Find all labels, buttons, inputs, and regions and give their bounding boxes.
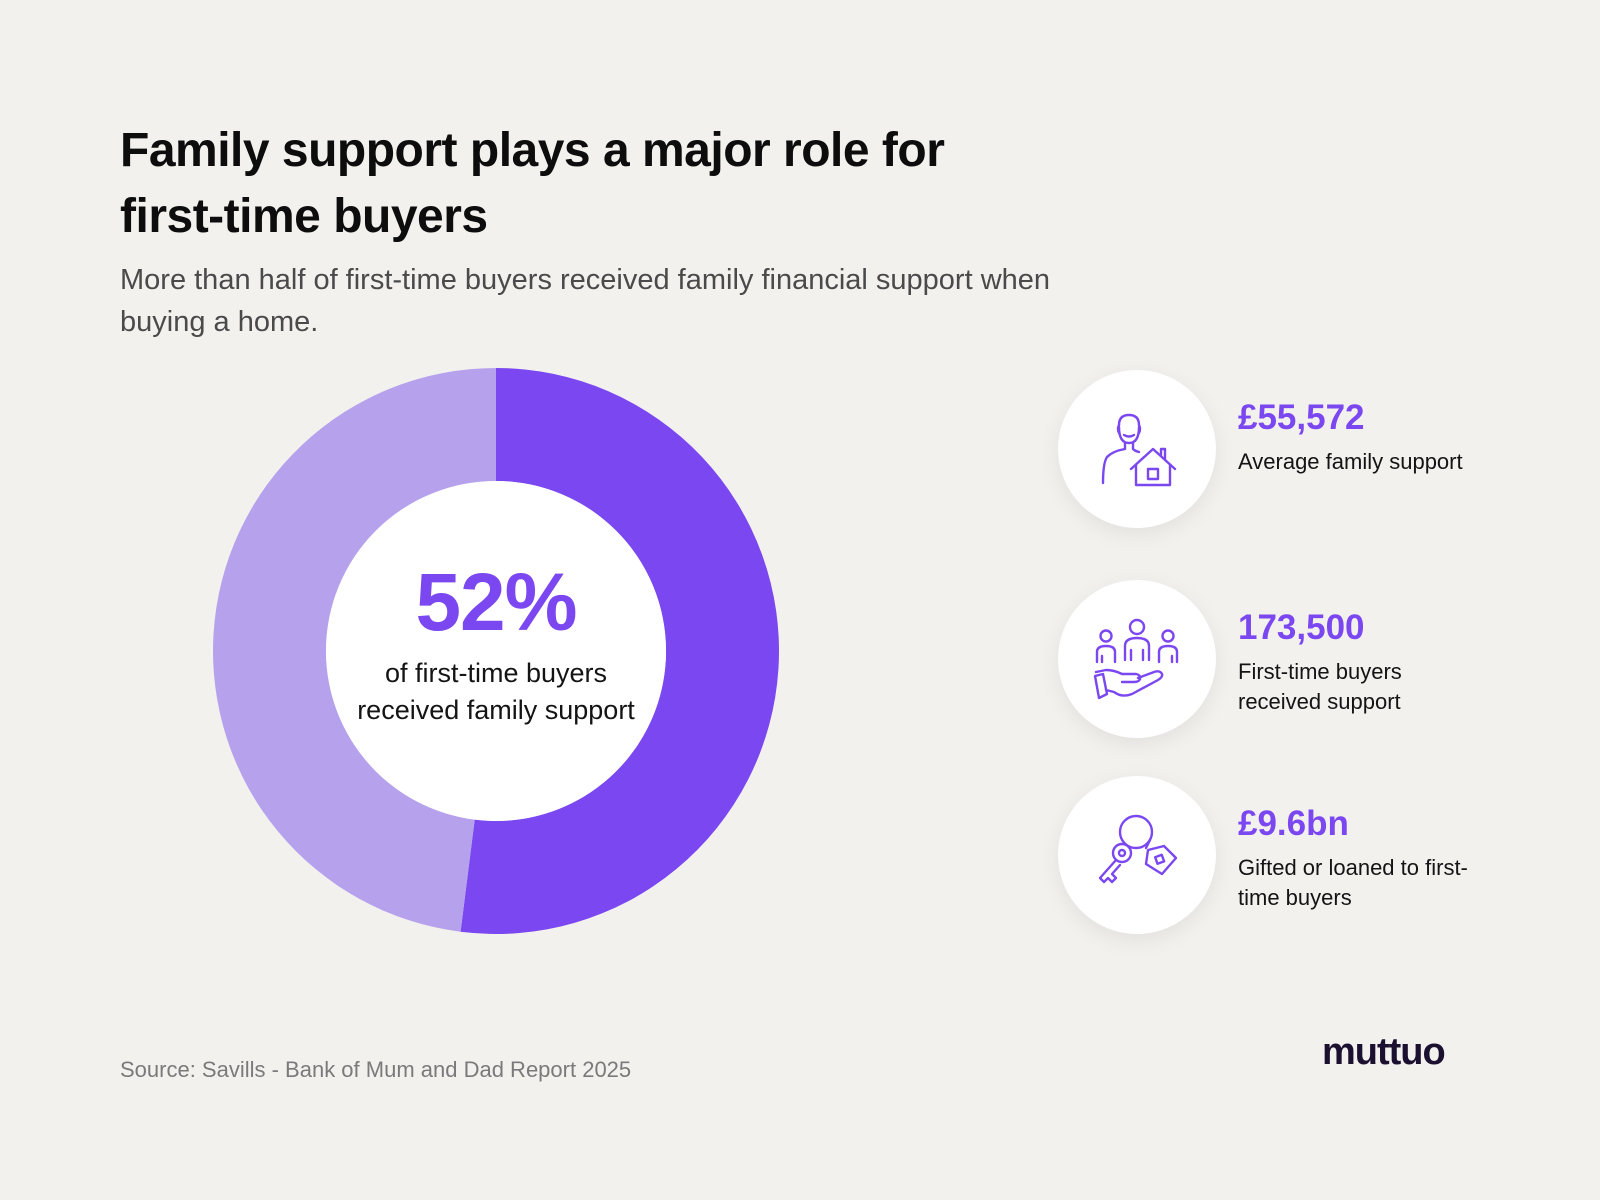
stat-value: 173,500 (1238, 608, 1365, 647)
stat-icon-circle (1058, 580, 1216, 738)
donut-chart: 52% of first-time buyers received family… (213, 368, 779, 934)
stat-gifted-loaned: £9.6bn Gifted or loaned to first-time bu… (1058, 776, 1558, 936)
stat-label: First-time buyers received support (1238, 659, 1402, 714)
donut-center: 52% of first-time buyers received family… (326, 481, 666, 821)
brand-logo: muttuo (1322, 1031, 1446, 1073)
family-hand-icon (1093, 618, 1179, 700)
source-note: Source: Savills - Bank of Mum and Dad Re… (120, 1057, 632, 1082)
page-subtitle: More than half of first-time buyers rece… (120, 264, 1051, 338)
stat-icon-circle (1058, 776, 1216, 934)
donut-hole (326, 481, 666, 821)
house-key-icon (1098, 814, 1178, 884)
donut-center-value: 52% (415, 557, 577, 648)
donut-slice-not-supported (213, 368, 496, 932)
stat-icon-circle (1058, 370, 1216, 528)
page-title: Family support plays a major role for fi… (120, 124, 945, 243)
stat-label: Average family support (1238, 449, 1463, 474)
donut-center-label: of first-time buyers received family sup… (357, 658, 635, 725)
stat-average-support: £55,572 Average family support (1058, 370, 1558, 530)
donut-slice-supported (460, 368, 779, 934)
donut-chart-svg (213, 368, 779, 934)
stat-value: £9.6bn (1238, 804, 1349, 843)
person-house-icon (1101, 413, 1177, 487)
stat-label: Gifted or loaned to first-time buyers (1238, 855, 1468, 910)
stat-value: £55,572 (1238, 398, 1365, 437)
stat-buyers-supported: 173,500 First-time buyers received suppo… (1058, 580, 1558, 740)
